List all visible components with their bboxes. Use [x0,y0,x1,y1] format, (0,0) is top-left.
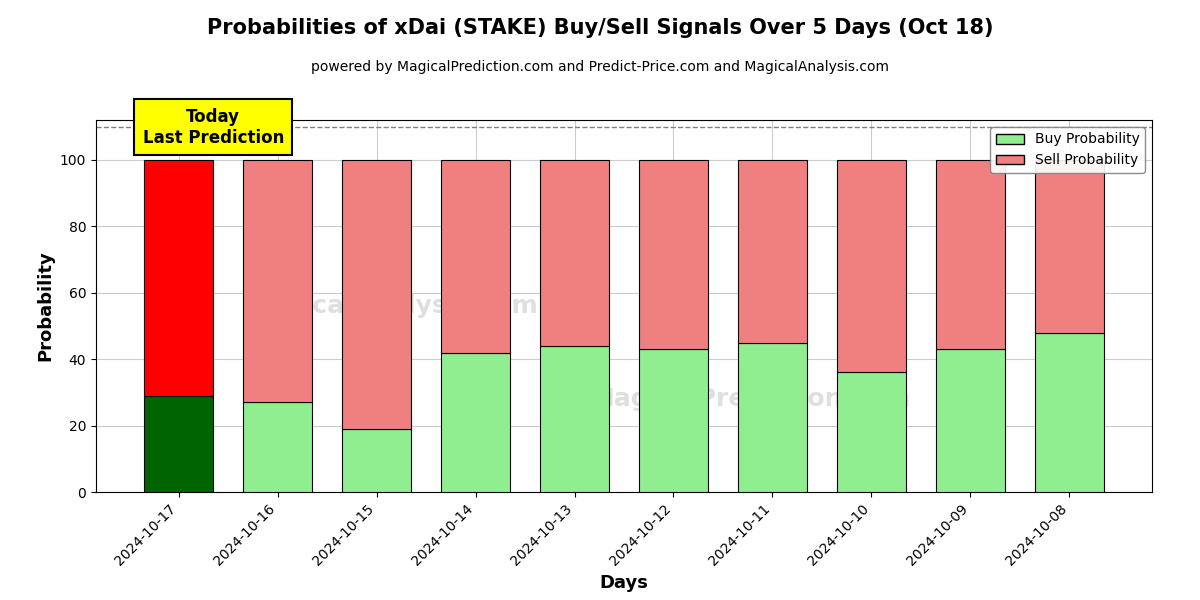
Bar [242,403,312,492]
Text: Today
Last Prediction: Today Last Prediction [143,108,284,146]
Legend: Buy Probability, Sell Probability: Buy Probability, Sell Probability [990,127,1145,173]
Bar [936,160,1006,349]
Bar [342,160,412,429]
Bar [638,349,708,492]
Bar [1034,160,1104,332]
Bar [836,373,906,492]
Bar [440,352,510,492]
Bar [242,160,312,403]
Y-axis label: Probability: Probability [36,251,54,361]
Bar [738,160,808,343]
Bar [540,160,610,346]
Text: powered by MagicalPrediction.com and Predict-Price.com and MagicalAnalysis.com: powered by MagicalPrediction.com and Pre… [311,60,889,74]
Bar [738,343,808,492]
Bar [144,160,214,395]
Text: MagicalPrediction.com: MagicalPrediction.com [590,387,911,411]
Bar [342,429,412,492]
Bar [144,395,214,492]
Text: Probabilities of xDai (STAKE) Buy/Sell Signals Over 5 Days (Oct 18): Probabilities of xDai (STAKE) Buy/Sell S… [206,18,994,38]
Bar [638,160,708,349]
Bar [836,160,906,373]
Bar [440,160,510,352]
X-axis label: Days: Days [600,574,648,592]
Bar [540,346,610,492]
Text: MagicalAnalysis.com: MagicalAnalysis.com [245,294,539,318]
Bar [1034,332,1104,492]
Bar [936,349,1006,492]
